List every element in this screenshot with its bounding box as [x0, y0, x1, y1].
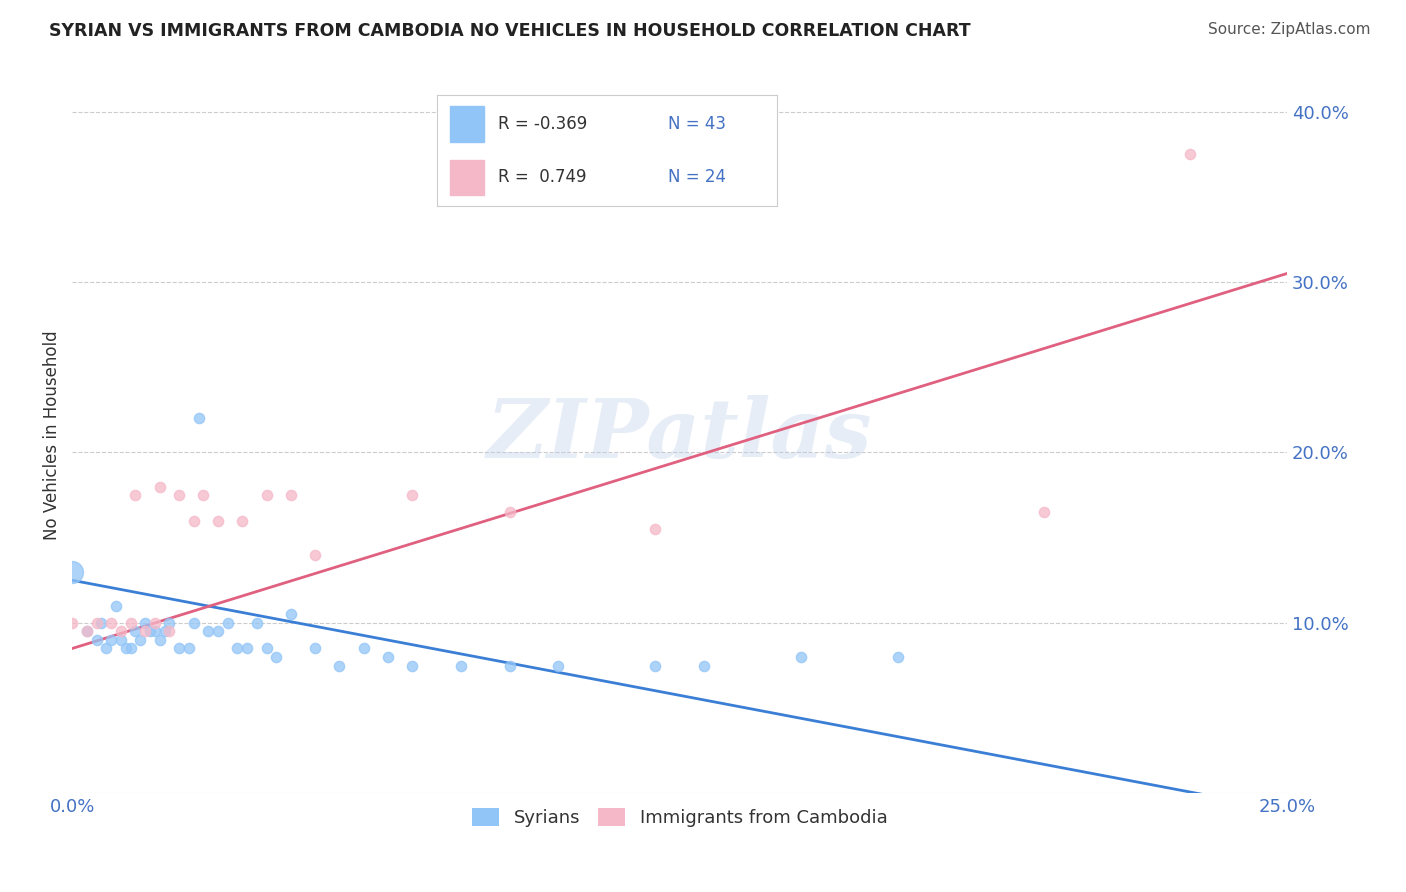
- Point: [187, 411, 209, 425]
- Point: [328, 658, 350, 673]
- Point: [256, 641, 278, 656]
- Point: [304, 548, 326, 562]
- Point: [236, 641, 259, 656]
- Point: [100, 632, 122, 647]
- Point: [304, 641, 326, 656]
- Point: [149, 479, 172, 493]
- Point: [280, 488, 302, 502]
- Point: [149, 632, 172, 647]
- Point: [60, 615, 83, 630]
- Point: [197, 624, 219, 639]
- Point: [193, 488, 215, 502]
- Point: [100, 615, 122, 630]
- Point: [280, 607, 302, 622]
- Point: [134, 624, 156, 639]
- Point: [693, 658, 716, 673]
- Point: [1033, 505, 1056, 519]
- Y-axis label: No Vehicles in Household: No Vehicles in Household: [44, 331, 60, 541]
- Point: [124, 488, 146, 502]
- Point: [644, 658, 666, 673]
- Legend: Syrians, Immigrants from Cambodia: Syrians, Immigrants from Cambodia: [465, 801, 894, 834]
- Point: [167, 488, 190, 502]
- Point: [401, 658, 423, 673]
- Point: [498, 505, 520, 519]
- Point: [644, 522, 666, 536]
- Point: [153, 624, 176, 639]
- Point: [183, 615, 205, 630]
- Point: [129, 632, 152, 647]
- Point: [120, 615, 142, 630]
- Point: [90, 615, 112, 630]
- Point: [246, 615, 269, 630]
- Text: SYRIAN VS IMMIGRANTS FROM CAMBODIA NO VEHICLES IN HOUSEHOLD CORRELATION CHART: SYRIAN VS IMMIGRANTS FROM CAMBODIA NO VE…: [49, 22, 970, 40]
- Point: [266, 650, 288, 665]
- Point: [96, 641, 118, 656]
- Point: [110, 624, 132, 639]
- Point: [177, 641, 200, 656]
- Point: [377, 650, 399, 665]
- Point: [226, 641, 249, 656]
- Point: [60, 565, 83, 579]
- Point: [76, 624, 98, 639]
- Point: [547, 658, 569, 673]
- Point: [353, 641, 375, 656]
- Point: [401, 488, 423, 502]
- Point: [110, 632, 132, 647]
- Point: [139, 624, 162, 639]
- Point: [114, 641, 136, 656]
- Point: [86, 632, 108, 647]
- Point: [104, 599, 127, 613]
- Point: [86, 615, 108, 630]
- Point: [1178, 147, 1201, 161]
- Point: [207, 514, 229, 528]
- Point: [120, 641, 142, 656]
- Point: [143, 615, 166, 630]
- Point: [790, 650, 813, 665]
- Point: [157, 615, 180, 630]
- Point: [143, 624, 166, 639]
- Point: [167, 641, 190, 656]
- Point: [134, 615, 156, 630]
- Point: [207, 624, 229, 639]
- Point: [887, 650, 910, 665]
- Point: [76, 624, 98, 639]
- Text: ZIPatlas: ZIPatlas: [486, 395, 872, 475]
- Point: [217, 615, 239, 630]
- Point: [231, 514, 253, 528]
- Point: [157, 624, 180, 639]
- Point: [498, 658, 520, 673]
- Text: Source: ZipAtlas.com: Source: ZipAtlas.com: [1208, 22, 1371, 37]
- Point: [124, 624, 146, 639]
- Point: [183, 514, 205, 528]
- Point: [256, 488, 278, 502]
- Point: [450, 658, 472, 673]
